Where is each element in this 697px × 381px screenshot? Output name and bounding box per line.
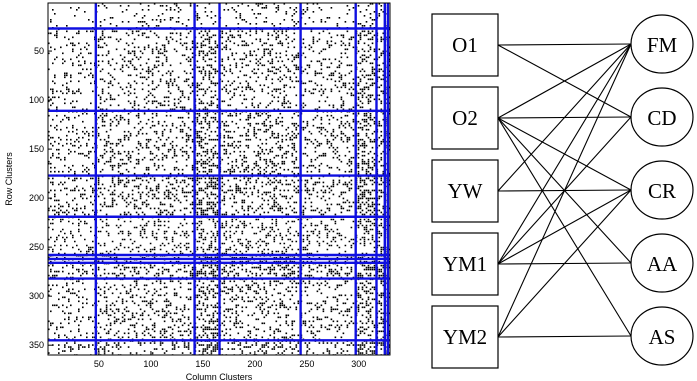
node-o1-label: O1 bbox=[452, 33, 478, 57]
cluster-boundaries bbox=[48, 3, 390, 355]
plot-frame bbox=[47, 2, 391, 356]
node-ym2-label: YM2 bbox=[443, 325, 487, 349]
x-tick-label: 100 bbox=[143, 359, 158, 369]
y-tick-label: 300 bbox=[29, 291, 44, 301]
x-axis-ticks: 50 100 150 200 250 300 bbox=[94, 351, 366, 369]
y-tick-label: 250 bbox=[29, 242, 44, 252]
edge-ym1-fm bbox=[497, 43, 632, 265]
node-yw: YW bbox=[431, 159, 499, 223]
node-as: AS bbox=[630, 306, 694, 366]
node-fm: FM bbox=[630, 14, 694, 74]
edge-ym1-cr bbox=[497, 189, 632, 265]
node-cr: CR bbox=[630, 160, 694, 220]
edge-o1-fm bbox=[497, 43, 632, 46]
node-o2-label: O2 bbox=[452, 106, 478, 130]
cluster-matrix-plot: 50 100 150 200 250 300 50 100 150 200 250 300 350 C… bbox=[4, 2, 391, 381]
node-cr-label: CR bbox=[648, 179, 676, 203]
node-as-label: AS bbox=[649, 325, 676, 349]
y-tick-label: 150 bbox=[29, 144, 44, 154]
bipartite-graph: O1 O2 YW YM1 YM2 FM CD CR bbox=[431, 13, 694, 369]
node-ym2: YM2 bbox=[431, 305, 499, 369]
y-axis-label: Row Clusters bbox=[4, 152, 14, 206]
x-tick-label: 150 bbox=[195, 359, 210, 369]
edge-ym2-as bbox=[497, 335, 632, 338]
x-tick-label: 200 bbox=[247, 359, 262, 369]
node-cd-label: CD bbox=[647, 106, 676, 130]
node-o1: O1 bbox=[431, 13, 499, 77]
y-tick-label: 100 bbox=[29, 95, 44, 105]
x-tick-label: 250 bbox=[299, 359, 314, 369]
edge-o2-fm bbox=[497, 43, 632, 119]
graph-edges bbox=[497, 43, 632, 338]
node-fm-label: FM bbox=[647, 33, 678, 57]
node-ym1: YM1 bbox=[431, 232, 499, 296]
edge-ym2-cr bbox=[497, 189, 632, 338]
x-tick-label: 50 bbox=[94, 359, 104, 369]
x-axis-label: Column Clusters bbox=[186, 372, 253, 381]
node-ym1-label: YM1 bbox=[443, 252, 487, 276]
node-cd: CD bbox=[630, 87, 694, 147]
node-aa-label: AA bbox=[647, 252, 678, 276]
node-yw-label: YW bbox=[448, 179, 483, 203]
edge-yw-fm bbox=[497, 43, 632, 192]
y-axis-ticks: 50 100 150 200 250 300 350 bbox=[29, 46, 52, 350]
x-tick-label: 300 bbox=[351, 359, 366, 369]
node-o2: O2 bbox=[431, 86, 499, 150]
edge-ym2-fm bbox=[497, 43, 632, 338]
node-aa: AA bbox=[630, 233, 694, 293]
y-tick-label: 350 bbox=[29, 340, 44, 350]
y-tick-label: 50 bbox=[34, 46, 44, 56]
y-tick-label: 200 bbox=[29, 193, 44, 203]
